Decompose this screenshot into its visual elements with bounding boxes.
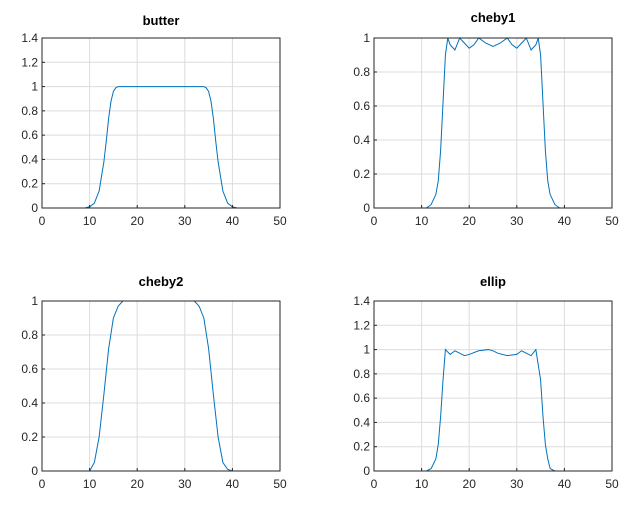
plot-cheby1: 0 10 20 30 40 50 0 0.2 0.4 0.6 0.8 1 cheby1 [353, 10, 619, 228]
plot-cheby2-plot-area [42, 301, 280, 471]
plot-ellip-ytick-label-7: 1.4 [353, 294, 370, 308]
plot-ellip-xtick-label-2: 20 [463, 477, 477, 491]
plot-cheby1-xtick-label-1: 10 [415, 214, 429, 228]
plot-butter-title: butter [143, 13, 180, 28]
plot-ellip-xtick-label-1: 10 [415, 477, 429, 491]
plot-cheby2-xtick-label-0: 0 [39, 477, 46, 491]
plot-butter-series-line-0 [42, 86, 280, 209]
plot-ellip-ytick-label-3: 0.6 [353, 391, 370, 405]
plot-butter-ytick-label-3: 0.6 [21, 128, 38, 142]
plot-ellip-xtick-label-4: 40 [558, 477, 572, 491]
plot-cheby1-xtick-label-5: 50 [605, 214, 619, 228]
plot-cheby2-xtick-label-4: 40 [226, 477, 240, 491]
plot-ellip-xtick-label-3: 30 [510, 477, 524, 491]
plot-butter-ytick-label-0: 0 [31, 201, 38, 215]
plot-cheby1-ytick-label-0: 0 [363, 201, 370, 215]
plot-cheby2-ytick-label-4: 0.8 [21, 328, 38, 342]
plot-cheby2: 0 10 20 30 40 50 0 0.2 0.4 0.6 0.8 1 cheby2 [21, 274, 287, 491]
plot-cheby2-ytick-label-0: 0 [31, 464, 38, 478]
plot-butter-xtick-label-5: 50 [273, 214, 287, 228]
plot-cheby2-axes-box [41, 300, 281, 472]
plot-butter-ytick-label-5: 1 [31, 80, 38, 94]
plot-butter-axes-box [41, 37, 281, 209]
plot-ellip-ytick-label-6: 1.2 [353, 318, 370, 332]
plot-butter-xtick-label-1: 10 [83, 214, 97, 228]
plot-cheby1-plot-area [374, 38, 612, 208]
plot-butter-xtick-label-4: 40 [226, 214, 240, 228]
plot-butter: 0 10 20 30 40 50 0 0.2 0.4 0.6 0.8 1 1.2 1.4 butter [21, 13, 287, 228]
plot-cheby2-ytick-label-5: 1 [31, 294, 38, 308]
plot-ellip-ytick-label-5: 1 [363, 343, 370, 357]
plot-butter-ytick-label-6: 1.2 [21, 55, 38, 69]
plot-cheby2-xtick-label-5: 50 [273, 477, 287, 491]
plot-ellip-ytick-label-4: 0.8 [353, 367, 370, 381]
plot-cheby1-series-line-0 [374, 37, 612, 209]
plot-cheby1-ytick-label-4: 0.8 [353, 65, 370, 79]
plot-cheby1-xtick-label-4: 40 [558, 214, 572, 228]
plot-butter-plot-area [42, 38, 280, 208]
plot-butter-ytick-label-2: 0.4 [21, 152, 38, 166]
plot-butter-ytick-label-7: 1.4 [21, 31, 38, 45]
plot-cheby1-xtick-label-3: 30 [510, 214, 524, 228]
plot-cheby1-ytick-label-2: 0.4 [353, 133, 370, 147]
plot-ellip-ytick-label-1: 0.2 [353, 440, 370, 454]
plot-ellip: 0 10 20 30 40 50 0 0.2 0.4 0.6 0.8 1 1.2 1.4 ellip [353, 274, 619, 491]
plot-cheby2-ytick-label-3: 0.6 [21, 362, 38, 376]
plot-cheby2-ytick-label-1: 0.2 [21, 430, 38, 444]
plot-cheby2-xtick-label-1: 10 [83, 477, 97, 491]
plot-ellip-ytick-label-2: 0.4 [353, 415, 370, 429]
plot-ellip-ytick-label-0: 0 [363, 464, 370, 478]
plot-cheby1-axes-box [373, 37, 613, 209]
plot-butter-xtick-label-2: 20 [131, 214, 145, 228]
plot-cheby2-xtick-label-3: 30 [178, 477, 192, 491]
plot-ellip-axes-box [373, 300, 613, 472]
plot-ellip-series-line-0 [374, 348, 612, 472]
plot-cheby1-title: cheby1 [471, 10, 516, 25]
plot-butter-xtick-label-0: 0 [39, 214, 46, 228]
plot-cheby1-xtick-label-2: 20 [463, 214, 477, 228]
plot-ellip-xtick-label-0: 0 [371, 477, 378, 491]
plot-cheby2-title: cheby2 [139, 274, 184, 289]
plot-ellip-title: ellip [480, 274, 506, 289]
plot-butter-xtick-label-3: 30 [178, 214, 192, 228]
plot-cheby1-xtick-label-0: 0 [371, 214, 378, 228]
plot-cheby1-ytick-label-5: 1 [363, 31, 370, 45]
plot-butter-ytick-label-4: 0.8 [21, 104, 38, 118]
plot-cheby1-ytick-label-1: 0.2 [353, 167, 370, 181]
plot-ellip-plot-area [374, 301, 612, 471]
plot-cheby1-ytick-label-3: 0.6 [353, 99, 370, 113]
plot-cheby2-ytick-label-2: 0.4 [21, 396, 38, 410]
plot-butter-ytick-label-1: 0.2 [21, 177, 38, 191]
plot-cheby2-xtick-label-2: 20 [131, 477, 145, 491]
plot-ellip-xtick-label-5: 50 [605, 477, 619, 491]
